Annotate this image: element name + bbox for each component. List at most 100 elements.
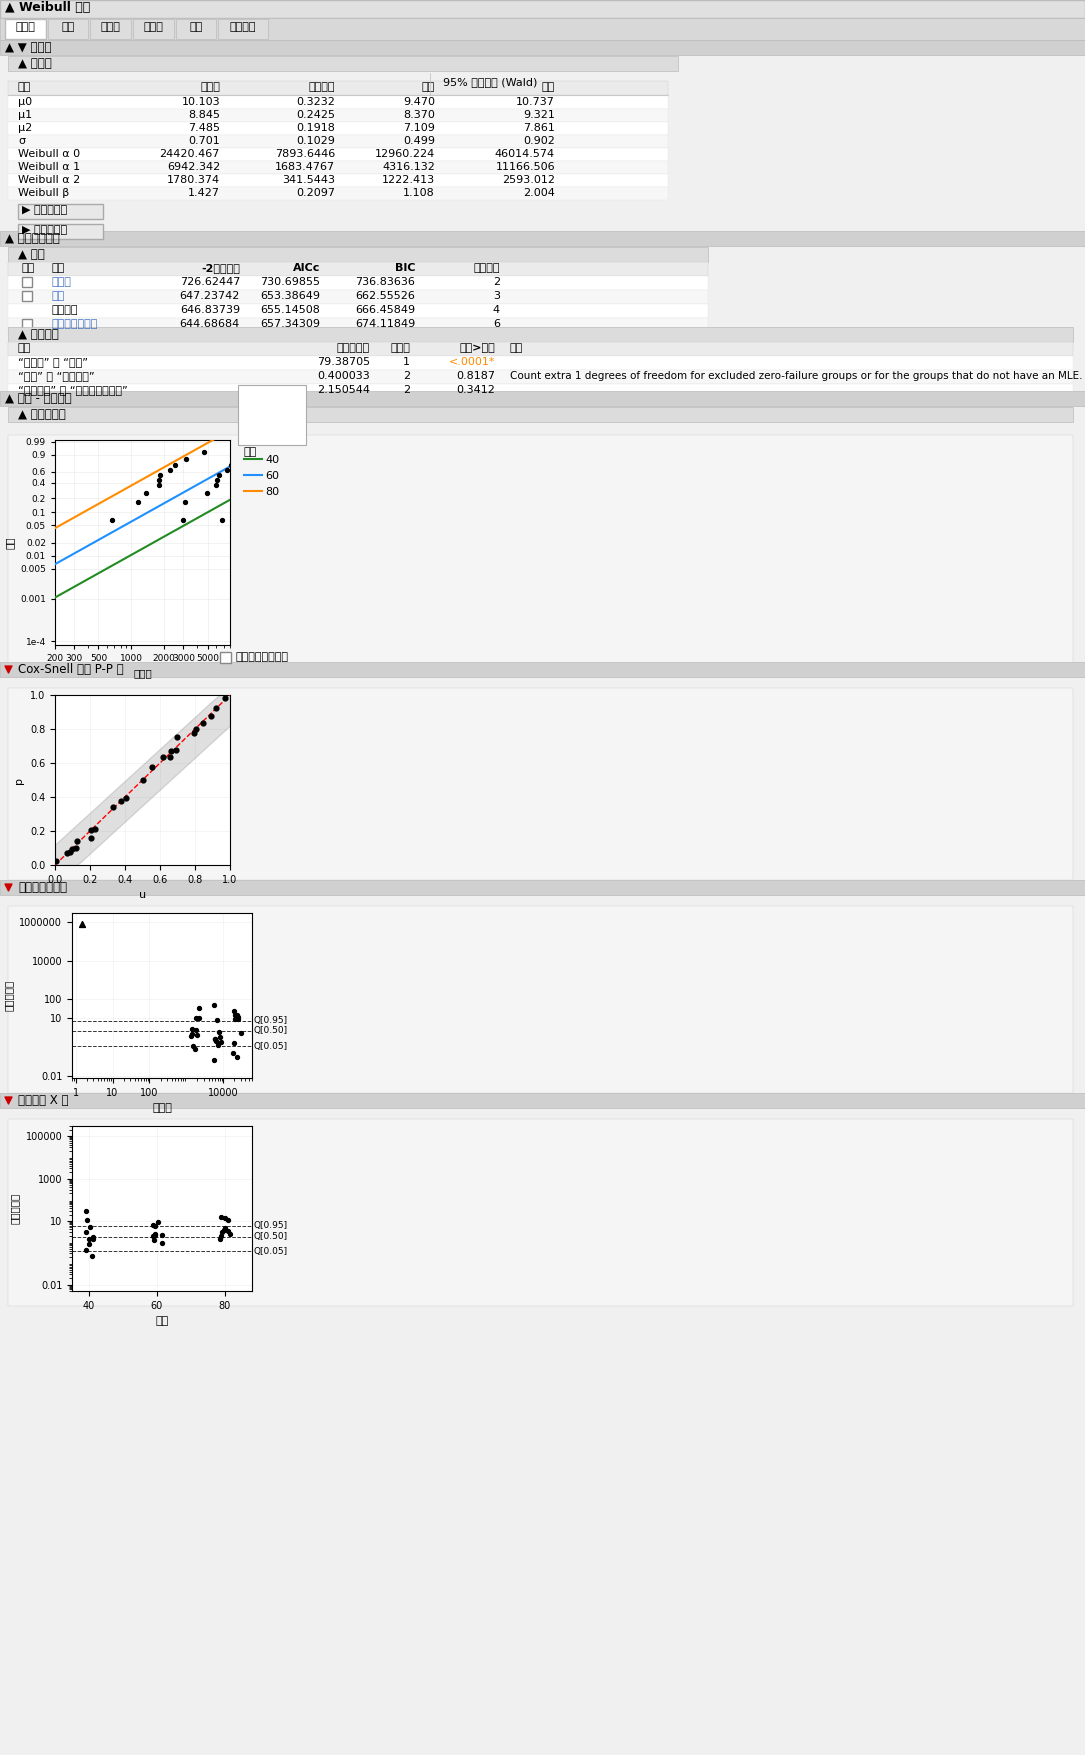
Point — [77, 1236, 94, 1264]
Text: 参数数目: 参数数目 — [473, 263, 500, 274]
Point — [221, 1220, 239, 1248]
Point — [318, 446, 335, 474]
Point — [227, 1002, 244, 1030]
X-axis label: 温度: 温度 — [155, 1316, 168, 1327]
Text: 7.109: 7.109 — [404, 123, 435, 133]
Point — [161, 456, 178, 484]
Text: 10.103: 10.103 — [181, 97, 220, 107]
Point — [81, 1213, 99, 1241]
Bar — [0, 391, 1085, 405]
Y-axis label: 概率: 概率 — [4, 537, 14, 549]
Bar — [90, 19, 131, 39]
Text: Q[0.50]: Q[0.50] — [254, 1027, 288, 1035]
Point — [235, 488, 253, 516]
Point — [138, 479, 155, 507]
Text: μ1: μ1 — [18, 111, 33, 119]
Text: 1222.413: 1222.413 — [382, 176, 435, 184]
Point — [188, 1016, 205, 1044]
Text: 647.23742: 647.23742 — [180, 291, 240, 302]
Point — [144, 1211, 162, 1239]
Point — [232, 1018, 250, 1046]
Point — [144, 1221, 162, 1250]
Point — [59, 839, 76, 867]
Text: 危险率: 危险率 — [143, 23, 163, 32]
Bar — [8, 188, 668, 200]
Text: 参数: 参数 — [18, 82, 31, 91]
Point — [213, 1028, 230, 1057]
Bar — [8, 109, 668, 123]
Point — [210, 460, 228, 488]
Bar — [8, 688, 1073, 879]
Text: 无效应: 无效应 — [52, 277, 72, 288]
Point — [197, 479, 215, 507]
Bar — [8, 290, 709, 304]
Text: Q[0.05]: Q[0.05] — [254, 1041, 288, 1051]
Text: 0.2425: 0.2425 — [296, 111, 335, 119]
Bar — [218, 19, 268, 39]
Point — [184, 720, 202, 748]
Text: 8.845: 8.845 — [188, 111, 220, 119]
Point — [146, 1220, 164, 1248]
Text: 1: 1 — [403, 356, 410, 367]
Text: 自由度: 自由度 — [391, 342, 410, 353]
Text: 0.1029: 0.1029 — [296, 135, 335, 146]
Text: 估计值: 估计值 — [200, 82, 220, 91]
Point — [279, 456, 296, 484]
Text: 不同位置: 不同位置 — [52, 305, 78, 314]
Text: Q[0.05]: Q[0.05] — [254, 1246, 288, 1257]
Text: ▲ 多重概率图: ▲ 多重概率图 — [18, 407, 66, 421]
Text: “回归” 与 “不同位置”: “回归” 与 “不同位置” — [18, 370, 94, 381]
Text: 80: 80 — [265, 486, 279, 497]
Y-axis label: 标准化残差: 标准化残差 — [10, 1193, 20, 1225]
Text: Cox-Snell 残差 P-P 图: Cox-Snell 残差 P-P 图 — [18, 663, 124, 676]
Point — [151, 460, 168, 488]
Point — [150, 1207, 167, 1236]
Point — [230, 1002, 247, 1030]
Bar — [176, 19, 216, 39]
Text: 12960.224: 12960.224 — [374, 149, 435, 160]
Text: 2: 2 — [403, 384, 410, 395]
Bar — [8, 81, 668, 95]
Point — [84, 1243, 101, 1271]
Text: 说明: 说明 — [18, 342, 31, 353]
Point — [206, 1046, 224, 1074]
Bar — [238, 384, 306, 446]
Text: 概率>卡方: 概率>卡方 — [459, 342, 495, 353]
Text: 653.38649: 653.38649 — [260, 291, 320, 302]
Bar — [8, 123, 668, 135]
Text: 60: 60 — [265, 470, 279, 481]
Bar — [48, 19, 88, 39]
Point — [229, 437, 246, 465]
Text: 0.2097: 0.2097 — [296, 188, 335, 198]
Point — [183, 1020, 201, 1048]
Point — [210, 1018, 228, 1046]
Bar — [0, 879, 1085, 895]
Text: 10.737: 10.737 — [516, 97, 556, 107]
Point — [166, 451, 183, 479]
Text: Weibull α 0: Weibull α 0 — [18, 149, 80, 160]
Text: 7893.6446: 7893.6446 — [275, 149, 335, 160]
Text: 2.004: 2.004 — [523, 188, 556, 198]
Point — [217, 1204, 234, 1232]
Point — [0, 1086, 16, 1114]
Text: 3: 3 — [493, 291, 500, 302]
Point — [190, 993, 207, 1021]
Point — [213, 1202, 230, 1230]
Text: 9.470: 9.470 — [403, 97, 435, 107]
Text: 0.902: 0.902 — [523, 135, 556, 146]
Text: BIC: BIC — [395, 263, 414, 274]
Text: 2: 2 — [403, 370, 410, 381]
Bar — [8, 56, 678, 70]
Text: 8.370: 8.370 — [404, 111, 435, 119]
Point — [68, 827, 86, 855]
Point — [206, 1025, 224, 1053]
Text: 341.5443: 341.5443 — [282, 176, 335, 184]
Bar — [8, 326, 1073, 342]
Text: 666.45849: 666.45849 — [355, 305, 414, 314]
Text: <.0001*: <.0001* — [448, 356, 495, 367]
Text: 0.3412: 0.3412 — [456, 384, 495, 395]
Text: 2593.012: 2593.012 — [502, 176, 556, 184]
Text: 定制估计: 定制估计 — [230, 23, 256, 32]
Point — [77, 1218, 94, 1246]
Text: 标准误差: 标准误差 — [308, 82, 335, 91]
